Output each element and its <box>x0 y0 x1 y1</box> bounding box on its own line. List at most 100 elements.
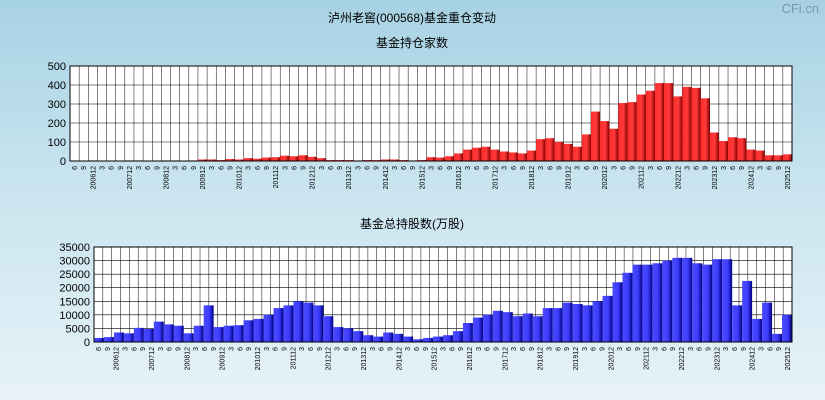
x-tick-label: 201912 <box>573 347 580 370</box>
x-tick-label: 201612 <box>456 166 463 189</box>
x-tick-label: 200612 <box>114 347 121 370</box>
bar <box>333 327 344 342</box>
x-tick-label: 201212 <box>326 347 333 370</box>
x-tick-label: 6 <box>449 347 456 351</box>
bar <box>542 308 553 342</box>
bar <box>444 156 454 161</box>
bar <box>645 90 655 161</box>
y-tick-label: 100 <box>48 137 66 149</box>
x-tick-label: 6 <box>343 347 350 351</box>
x-tick-label: 6 <box>438 166 445 170</box>
bar <box>423 337 434 342</box>
bar <box>389 159 400 161</box>
bar <box>173 325 184 342</box>
x-tick-label: 202412 <box>750 347 757 370</box>
x-tick-label: 3 <box>465 166 472 170</box>
x-tick-label: 9 <box>227 166 234 170</box>
x-tick-label: 3 <box>538 166 545 170</box>
x-tick-label: 3 <box>319 166 326 170</box>
bar <box>380 159 390 161</box>
bar <box>481 146 491 161</box>
y-tick-label: 0 <box>60 156 66 168</box>
x-tick-label: 3 <box>721 166 728 170</box>
bar <box>752 318 763 342</box>
bar <box>225 159 235 161</box>
bar <box>426 157 436 161</box>
bar <box>602 295 613 342</box>
bar <box>280 155 290 161</box>
x-tick-label: 6 <box>555 347 562 351</box>
x-tick-label: 3 <box>476 347 483 351</box>
x-tick-label: 6 <box>145 166 152 170</box>
x-tick-label: 3 <box>370 347 377 351</box>
x-tick-label: 3 <box>611 166 618 170</box>
bar <box>193 325 204 342</box>
bar <box>728 137 738 161</box>
x-tick-label: 9 <box>175 347 182 351</box>
y-tick-label: 300 <box>48 99 66 111</box>
x-tick-label: 6 <box>328 166 335 170</box>
x-tick-label: 6 <box>379 347 386 351</box>
bar <box>492 310 503 342</box>
x-tick-label: 201512 <box>419 166 426 189</box>
bar <box>343 328 354 342</box>
x-tick-label: 201012 <box>255 347 262 370</box>
bar <box>692 263 703 342</box>
bar <box>773 155 783 161</box>
x-tick-label: 6 <box>657 166 664 170</box>
x-tick-label: 9 <box>635 347 642 351</box>
bar <box>764 155 774 161</box>
x-tick-label: 6 <box>511 166 518 170</box>
bar <box>552 308 563 342</box>
x-tick-label: 3 <box>723 347 730 351</box>
chart-title: 基金总持股数(万股) <box>360 216 464 231</box>
x-tick-label: 3 <box>193 347 200 351</box>
x-tick-label: 201312 <box>346 166 353 189</box>
bar <box>772 333 783 342</box>
bar <box>207 159 217 161</box>
bar <box>622 272 633 342</box>
x-tick-label: 6 <box>273 347 280 351</box>
bar <box>654 83 665 161</box>
y-tick-label: 200 <box>48 118 66 130</box>
x-tick-label: 200712 <box>149 347 156 370</box>
plot-border <box>93 246 793 343</box>
y-tick-label: 25000 <box>59 269 90 281</box>
x-tick-label: 3 <box>173 166 180 170</box>
bar <box>700 98 710 161</box>
x-tick-label: 9 <box>81 166 88 170</box>
x-tick-label: 9 <box>670 347 677 351</box>
x-tick-label: 3 <box>575 166 582 170</box>
x-tick-label: 201812 <box>529 166 536 189</box>
bar <box>532 316 543 342</box>
x-tick-label: 9 <box>600 347 607 351</box>
y-tick-label: 10000 <box>59 310 90 322</box>
x-tick-label: 9 <box>529 347 536 351</box>
x-tick-label: 3 <box>334 347 341 351</box>
x-tick-label: 202512 <box>785 347 792 370</box>
x-tick-label: 3 <box>617 347 624 351</box>
x-tick-label: 6 <box>767 347 774 351</box>
bar <box>283 305 294 342</box>
x-tick-label: 6 <box>520 347 527 351</box>
bar <box>490 149 500 161</box>
x-tick-label: 202512 <box>785 166 792 189</box>
x-tick-label: 9 <box>741 347 748 351</box>
bar <box>502 312 513 342</box>
x-tick-label: 3 <box>511 347 518 351</box>
bar <box>702 264 713 342</box>
x-tick-label: 9 <box>593 166 600 170</box>
x-tick-label: 202012 <box>602 166 609 189</box>
bar <box>662 260 673 342</box>
x-tick-label: 9 <box>105 347 112 351</box>
x-tick-label: 9 <box>352 347 359 351</box>
x-tick-label: 6 <box>474 166 481 170</box>
bar <box>263 314 274 342</box>
x-tick-label: 3 <box>246 166 253 170</box>
x-tick-label: 201212 <box>310 166 317 189</box>
bar <box>153 321 164 342</box>
x-tick-label: 3 <box>653 347 660 351</box>
bar <box>545 138 555 161</box>
x-tick-label: 3 <box>299 347 306 351</box>
bar <box>582 305 593 342</box>
